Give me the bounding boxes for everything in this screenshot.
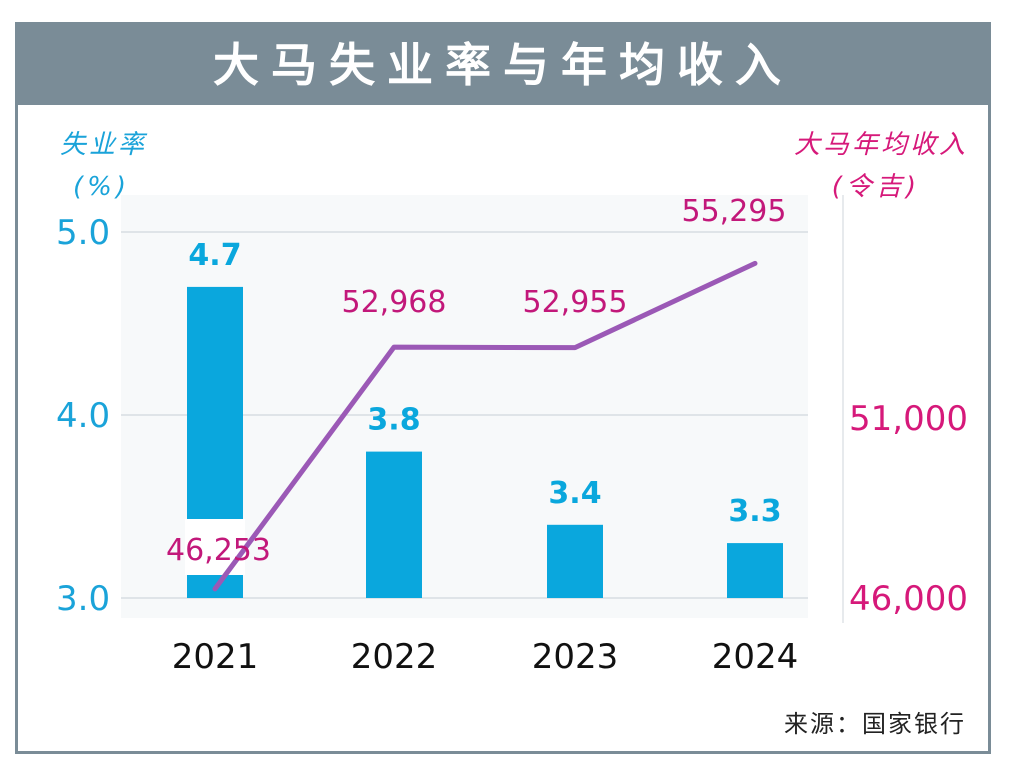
right-tick-label: 46,000 <box>849 579 968 619</box>
left-tick-label: 4.0 <box>56 396 110 436</box>
right-axis-title: 大马年均收入 <box>794 130 968 160</box>
left-tick-label: 5.0 <box>56 213 110 253</box>
line-value-label: 52,968 <box>342 285 447 320</box>
right-tick-label: 51,000 <box>849 399 968 439</box>
line-value-label: 55,295 <box>682 194 787 229</box>
category-label-2024: 2024 <box>712 637 799 677</box>
chart-title: 大马失业率与年均收入 <box>18 25 988 105</box>
chart-frame: 大马失业率与年均收入 3.0 4.0 5.0 失业率 (%) 大马年均收入 (令吉) 46,0… <box>15 22 991 754</box>
right-axis-unit: (令吉) <box>832 172 920 202</box>
category-label-2022: 2022 <box>351 637 438 677</box>
bar-value-label: 3.8 <box>367 403 420 438</box>
bar-value-label: 3.4 <box>548 476 601 511</box>
category-label-2021: 2021 <box>172 637 259 677</box>
chart-area: 3.0 4.0 5.0 失业率 (%) 大马年均收入 (令吉) 46,000 51,000 4.7… <box>56 130 968 677</box>
bar-value-label: 3.3 <box>728 494 781 529</box>
bar-2023 <box>547 524 603 598</box>
bar-2022 <box>366 451 422 598</box>
line-value-label: 46,253 <box>166 533 271 568</box>
left-axis-title: 失业率 <box>60 130 148 160</box>
income-line <box>212 260 758 592</box>
bar-value-label: 4.7 <box>188 238 241 273</box>
bar-2024 <box>727 543 783 598</box>
source-note: 来源：国家银行 <box>784 710 966 738</box>
line-value-label: 52,955 <box>523 285 628 320</box>
left-axis-unit: (%) <box>73 172 130 202</box>
category-label-2023: 2023 <box>532 637 619 677</box>
left-tick-label: 3.0 <box>56 579 110 619</box>
